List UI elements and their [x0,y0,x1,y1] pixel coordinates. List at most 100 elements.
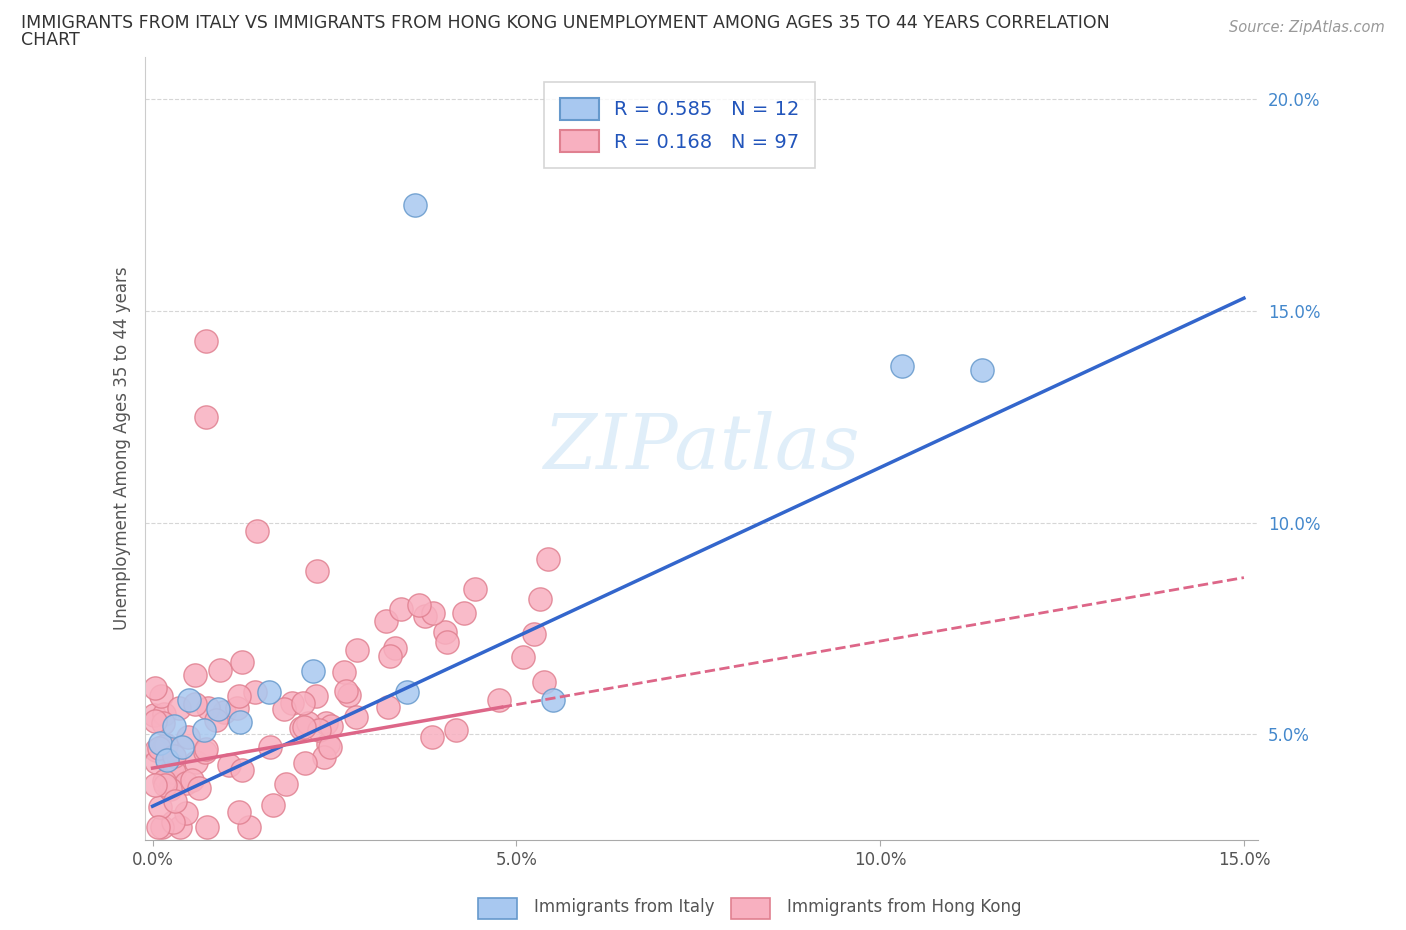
Point [384,640,406,655]
Point [208,662,231,677]
Point [512,649,534,664]
Point [152,715,174,730]
Point [183,668,205,683]
Text: CHART: CHART [21,31,80,48]
Point [290,721,312,736]
Point [292,696,315,711]
Point [177,693,200,708]
Point [346,642,368,657]
Point [541,693,564,708]
Point [422,605,444,620]
Point [262,798,284,813]
Point [321,719,343,734]
Point [153,773,176,788]
Point [378,649,401,664]
Point [143,777,166,792]
Point [156,752,179,767]
Point [408,598,430,613]
Point [155,737,177,752]
Point [488,692,510,707]
Point [184,697,207,711]
Point [891,358,914,373]
Point [148,740,170,755]
Point [150,689,173,704]
Point [193,723,215,737]
Point [226,700,249,715]
Point [231,655,253,670]
Y-axis label: Unemployment Among Ages 35 to 44 years: Unemployment Among Ages 35 to 44 years [114,267,131,631]
Point [204,712,226,727]
Point [229,714,252,729]
Point [533,674,555,689]
Point [153,739,176,754]
Point [181,772,204,787]
Point [305,688,328,703]
Point [145,755,167,770]
Point [163,777,186,792]
Point [344,710,367,724]
Point [444,723,467,737]
Point [453,605,475,620]
Point [162,757,184,772]
Point [207,701,229,716]
Point [145,743,167,758]
Point [163,718,186,733]
Point [374,614,396,629]
Point [149,799,172,814]
Point [194,742,217,757]
Point [333,664,356,679]
Point [413,608,436,623]
Point [187,780,209,795]
Text: Source: ZipAtlas.com: Source: ZipAtlas.com [1229,20,1385,35]
Point [292,719,315,734]
Point [396,684,419,699]
Point [273,701,295,716]
Point [197,700,219,715]
Point [184,755,207,770]
Point [194,744,217,759]
Point [335,684,357,698]
Point [176,776,198,790]
Point [537,551,560,566]
Point [301,663,323,678]
Point [152,820,174,835]
Text: Immigrants from Italy: Immigrants from Italy [534,897,714,916]
Point [228,688,250,703]
Point [434,624,457,639]
Point [404,197,426,212]
Point [281,696,304,711]
Legend: R = 0.585   N = 12, R = 0.168   N = 97: R = 0.585 N = 12, R = 0.168 N = 97 [544,82,815,168]
Point [155,777,177,792]
Point [177,730,200,745]
Point [243,684,266,699]
Point [212,705,235,720]
Point [276,777,298,791]
Point [337,687,360,702]
Point [152,739,174,754]
Point [169,820,191,835]
Point [259,739,281,754]
Point [170,739,193,754]
Point [308,723,330,737]
Point [319,740,342,755]
Point [142,708,165,723]
Point [389,601,412,616]
Point [228,804,250,819]
Point [294,755,316,770]
Point [153,707,176,722]
Point [970,363,993,378]
Point [167,700,190,715]
Point [163,748,186,763]
Point [163,764,186,779]
Point [315,715,337,730]
Point [523,627,546,642]
Point [149,736,172,751]
Point [316,736,339,751]
Point [143,713,166,728]
Point [422,730,444,745]
Point [195,409,218,424]
Text: ZIPatlas: ZIPatlas [544,411,860,485]
Point [529,591,551,606]
Point [377,699,399,714]
Point [312,750,335,764]
